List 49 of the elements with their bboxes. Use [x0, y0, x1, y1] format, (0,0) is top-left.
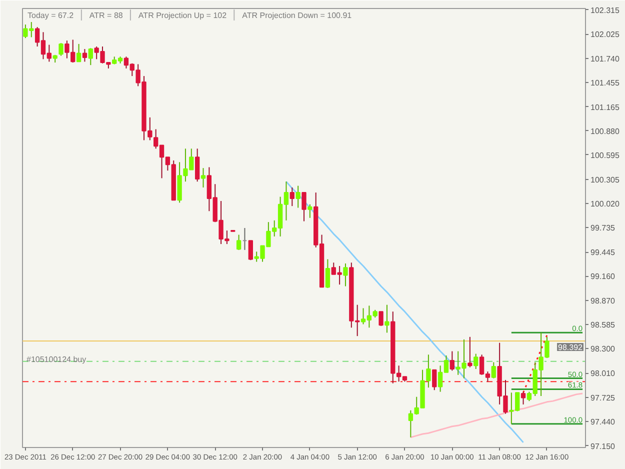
candlestick: [384, 304, 390, 334]
annotation: ATR = 88: [89, 11, 124, 20]
candlestick: [302, 192, 306, 222]
y-tick-label: 99.735: [590, 224, 616, 233]
y-tick-label: 102.315: [590, 6, 620, 15]
candlestick: [296, 185, 300, 208]
y-tick-label: 101.455: [590, 78, 620, 88]
candlestick: [200, 168, 206, 188]
y-tick-label: 100.595: [590, 150, 620, 160]
candlestick: [290, 186, 294, 207]
y-tick-label: 98.010: [590, 369, 616, 378]
y-tick-label: 102.025: [590, 30, 620, 40]
y-tick-label: 97.725: [590, 393, 616, 402]
y-tick-label: 98.870: [590, 296, 616, 306]
candlestick: [308, 204, 312, 218]
candlestick: [82, 48, 88, 62]
y-tick-label: 100.880: [590, 126, 620, 136]
y-tick-label: 97.440: [590, 417, 616, 426]
candlestick: [520, 391, 526, 405]
y-tick-label: 101.165: [590, 102, 620, 112]
candlestick: [343, 262, 348, 287]
candlestick: [491, 362, 496, 379]
candlestick: [468, 336, 472, 368]
candlestick: [450, 350, 454, 372]
ref-line-label: 98.392: [558, 342, 584, 352]
candlestick: [248, 240, 253, 261]
y-tick-label: 98.300: [590, 344, 616, 354]
line-series: [285, 180, 524, 444]
y-tick-label: 100.305: [590, 175, 620, 184]
y-tick-label: 99.445: [590, 248, 616, 258]
candlestick: [58, 42, 64, 56]
candlestick: [76, 43, 82, 62]
candlestick: [236, 234, 242, 250]
candlestick: [88, 48, 93, 66]
candlestick: [432, 369, 437, 391]
y-tick-label: 101.740: [590, 54, 620, 64]
annotation: Today = 67.2: [28, 11, 74, 20]
candlestick: [194, 148, 200, 182]
candlestick: [474, 353, 478, 370]
line-series: [410, 392, 584, 438]
ref-line-label: #105100124 buy: [26, 354, 86, 364]
annotation: ATR Projection Up = 102: [138, 11, 228, 20]
y-tick-label: 97.150: [590, 442, 616, 451]
y-tick-label: 98.585: [590, 320, 616, 330]
candlestick: [378, 311, 384, 326]
annotation: ATR Projection Down = 100.91: [242, 11, 352, 20]
y-tick-label: 99.160: [590, 272, 616, 282]
y-tick-label: 100.020: [590, 200, 620, 209]
candlestick: [325, 258, 330, 288]
